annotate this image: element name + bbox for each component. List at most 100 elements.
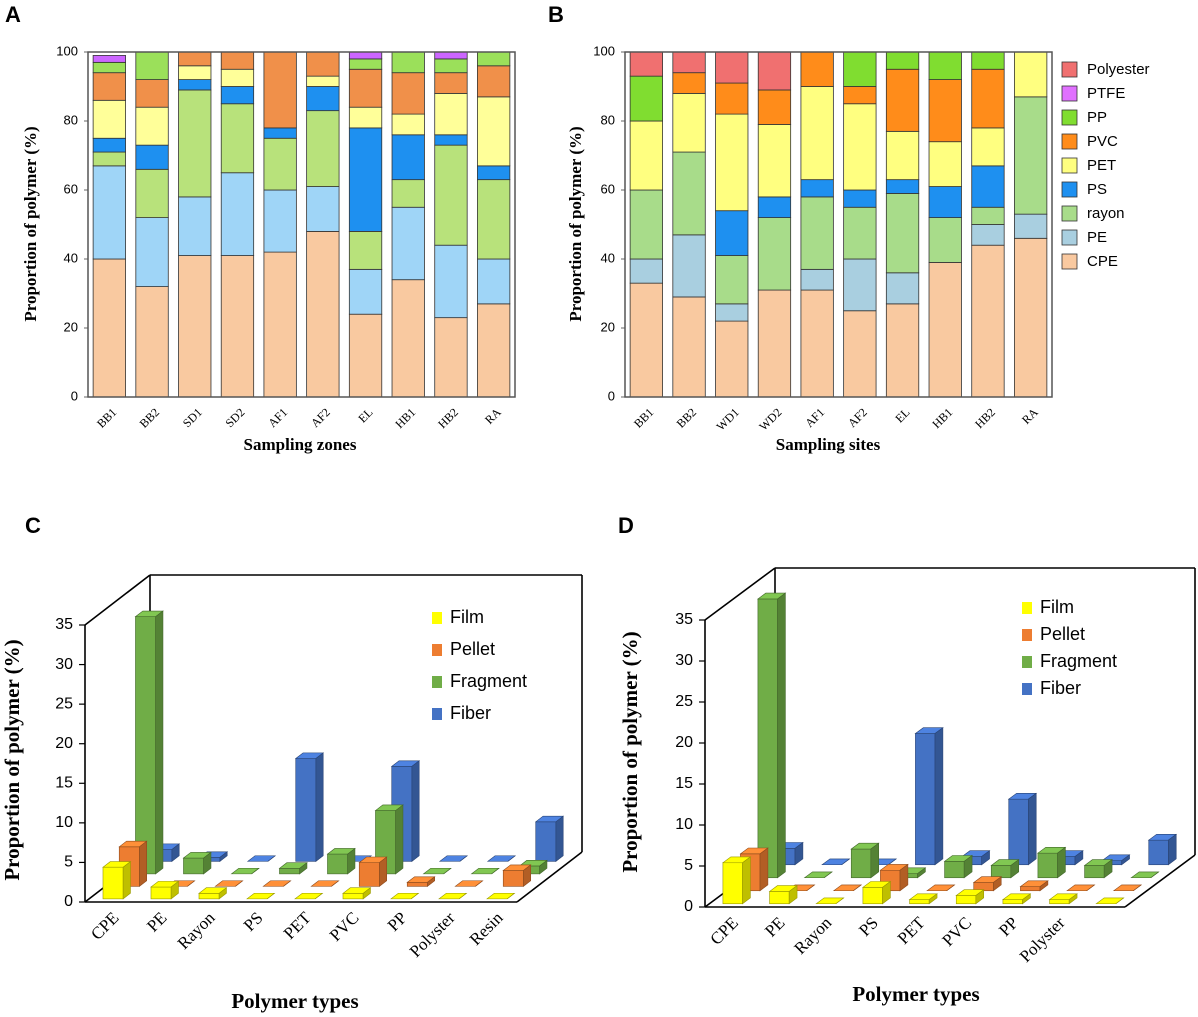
bar-3d	[757, 592, 787, 879]
x-tick-label: RA	[1019, 405, 1041, 427]
y-tick-label: 100	[593, 43, 615, 58]
bar-segment	[843, 189, 877, 208]
y-tick-label: 35	[675, 611, 693, 628]
bar-side	[139, 840, 148, 887]
bar-3d	[246, 855, 277, 862]
legend-swatch	[1061, 181, 1078, 198]
bar-side	[410, 893, 419, 900]
bar-segment	[306, 75, 340, 87]
y-tick-label: 100	[56, 43, 78, 58]
bar	[342, 893, 364, 900]
y-tick-label: 0	[71, 388, 78, 403]
bar-segment	[178, 65, 212, 81]
x-tick-label: SD1	[180, 405, 205, 430]
bar-side	[1010, 859, 1020, 879]
legend-label: Film	[450, 607, 484, 627]
plot-frame	[624, 51, 1053, 398]
legend-label: Pellet	[450, 639, 495, 659]
bar-side	[759, 847, 769, 892]
x-tick-label: PP	[384, 908, 411, 935]
bar	[909, 899, 930, 905]
bar	[1002, 899, 1023, 905]
bar-segment	[434, 317, 468, 398]
bar-3d	[1037, 846, 1067, 879]
legend-label: Fragment	[450, 671, 527, 691]
y-tick-label: 35	[55, 616, 73, 633]
bar	[1037, 852, 1058, 879]
bar-segment	[220, 51, 255, 70]
bar-segment	[715, 51, 749, 84]
bar-side	[171, 843, 180, 862]
bar-3d	[326, 847, 356, 875]
bar-side	[853, 884, 862, 891]
bar-3d	[150, 880, 180, 900]
bar	[990, 865, 1012, 879]
bar-segment	[971, 127, 1005, 167]
bar-segment	[971, 165, 1005, 208]
legend-label: rayon	[1087, 205, 1125, 222]
panel-letter: B	[548, 2, 564, 27]
bar	[295, 758, 317, 862]
y-tick-label: 20	[64, 319, 78, 334]
x-tick-label: BB1	[631, 405, 656, 430]
bar-segment	[348, 68, 383, 108]
bar-3d	[1083, 859, 1113, 879]
bar-3d	[438, 892, 468, 900]
bar-3d	[454, 880, 484, 887]
bar-3d	[230, 867, 260, 875]
bar-side	[266, 893, 275, 900]
x-tick-label: WD2	[756, 405, 784, 433]
y-tick-label: 60	[601, 181, 615, 196]
bar-3d	[1019, 880, 1049, 892]
bar-3d	[182, 851, 212, 875]
bar-segment	[434, 72, 468, 94]
bar-side	[981, 850, 990, 866]
bar-segment	[220, 172, 255, 256]
panel-letter: A	[5, 2, 21, 27]
legend-swatch	[1061, 253, 1078, 270]
x-tick-label: WD1	[714, 405, 742, 433]
bar-3d	[214, 880, 244, 887]
bar-side	[331, 880, 339, 887]
legend-swatch	[432, 708, 442, 720]
bar-segment	[800, 86, 834, 181]
bar-side	[882, 880, 891, 905]
bar-side	[928, 893, 938, 905]
x-tick-label: BB2	[674, 405, 699, 430]
legend-label: PVC	[1087, 133, 1118, 150]
axis-line	[84, 574, 151, 626]
x-tick-label: BB1	[94, 405, 119, 430]
bar-segment	[629, 282, 663, 398]
bar-segment	[477, 179, 511, 260]
bar-segment	[135, 79, 169, 108]
bar-3d	[926, 884, 956, 892]
bar-side	[1150, 871, 1159, 878]
bar-segment	[263, 189, 297, 253]
bar-segment	[1014, 213, 1048, 239]
bar-side	[1028, 792, 1037, 866]
bar-3d	[990, 859, 1020, 879]
bar-segment	[885, 303, 920, 398]
bar-side	[1103, 859, 1113, 879]
bar-segment	[885, 179, 920, 194]
bar-segment	[434, 134, 468, 146]
bar-side	[1115, 897, 1124, 904]
bar-side	[975, 889, 985, 905]
bar-segment	[971, 206, 1005, 225]
bar-side	[777, 592, 786, 879]
y-tick-label: 5	[684, 857, 693, 874]
bar	[183, 857, 204, 875]
bar-side	[251, 868, 260, 875]
bar-segment	[220, 86, 255, 105]
bar-segment	[1014, 237, 1048, 398]
bar-segment	[885, 130, 920, 181]
bar-segment	[391, 206, 425, 281]
bar	[358, 862, 380, 887]
bar-segment	[135, 217, 169, 288]
bar-segment	[672, 51, 706, 74]
y-tick-label: 15	[675, 775, 693, 792]
bar-segment	[928, 141, 962, 187]
bar-3d	[1066, 884, 1096, 892]
y-tick-label: 0	[684, 898, 693, 915]
bar	[102, 866, 124, 900]
